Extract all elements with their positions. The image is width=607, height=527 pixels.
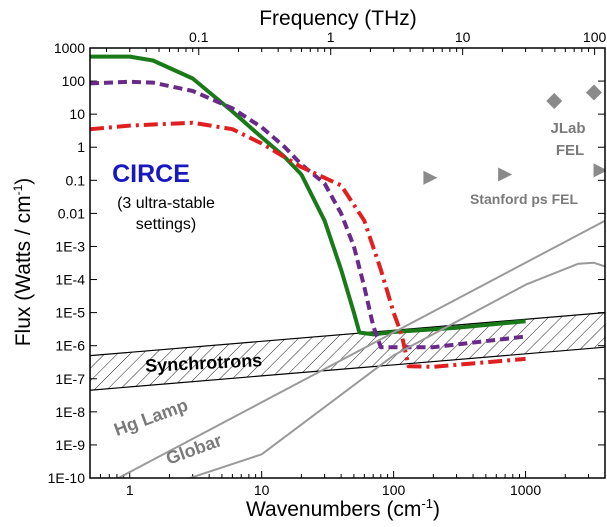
x-tick-label: 1	[126, 482, 134, 498]
circe-sublabel-line1: (3 ultra-stable	[117, 195, 215, 212]
y-tick-label: 1E-7	[55, 371, 85, 387]
synchrotron-band	[90, 312, 605, 391]
circe-setting-2-line	[90, 79, 526, 350]
globar-label: Globar	[163, 430, 224, 469]
top-tick-label: 100	[583, 29, 607, 45]
y-tick-label: 10	[69, 106, 85, 122]
top-tick-label: 10	[455, 29, 471, 45]
globar-line	[186, 261, 605, 478]
y-axis-title: Flux (Watts / cm-1)	[11, 178, 35, 347]
circe-setting-3-line	[90, 120, 526, 369]
hg-lamp-label: Hg Lamp	[111, 395, 190, 440]
x-axis-title-main: Wavenumbers (cm	[246, 498, 421, 521]
x-axis-title: Wavenumbers (cm-1)	[246, 496, 440, 521]
tick-layer: 1 10 100 1000 0.1 1 10 100 1000 100 10 1 0.1 0.01 1E-3…	[48, 29, 607, 498]
y-tick-label: 1E-8	[55, 404, 85, 420]
y-tick-label: 1E-9	[55, 437, 85, 453]
x-tick-label: 100	[382, 482, 406, 498]
circe-sublabel-line2: settings)	[136, 216, 196, 233]
y-axis-title-close: )	[12, 178, 35, 185]
plot-frame	[89, 47, 606, 479]
stanford-fel-marker	[593, 163, 605, 178]
y-tick-label: 0.01	[58, 205, 85, 221]
y-tick-label: 1E-4	[55, 272, 85, 288]
y-axis-title-exp: -1	[11, 184, 25, 195]
y-tick-label: 100	[62, 73, 86, 89]
y-tick-label: 1E-5	[55, 305, 85, 321]
jlab-label-line1: JLab	[550, 120, 585, 137]
stanford-fel-marker	[423, 170, 438, 185]
y-tick-label: 1E-6	[55, 338, 85, 354]
y-tick-label: 1E-3	[55, 238, 85, 254]
jlab-fel-marker	[546, 92, 563, 109]
hg-lamp-line	[116, 219, 605, 478]
x-tick-label: 1000	[510, 482, 541, 498]
y-axis-title-main: Flux (Watts / cm	[12, 195, 35, 346]
stanford-fel-marker	[498, 167, 513, 182]
y-tick-label: 1000	[54, 40, 85, 56]
circe-setting-1-line	[90, 54, 526, 337]
y-tick-label: 1E-10	[48, 470, 86, 486]
circe-label: CIRCE	[112, 160, 190, 188]
jlab-label-line2: FEL	[556, 142, 584, 159]
y-tick-label: 1	[77, 139, 85, 155]
plot-layer	[90, 54, 605, 478]
stanford-label: Stanford ps FEL	[470, 191, 579, 207]
top-tick-label: 1	[327, 29, 335, 45]
top-axis-title: Frequency (THz)	[259, 7, 417, 30]
x-axis-title-close: )	[433, 498, 440, 521]
x-axis-title-exp: -1	[421, 496, 433, 511]
jlab-fel-marker	[585, 84, 602, 101]
top-tick-label: 0.1	[189, 29, 209, 45]
x-tick-label: 10	[254, 482, 270, 498]
y-tick-label: 0.1	[66, 172, 86, 188]
